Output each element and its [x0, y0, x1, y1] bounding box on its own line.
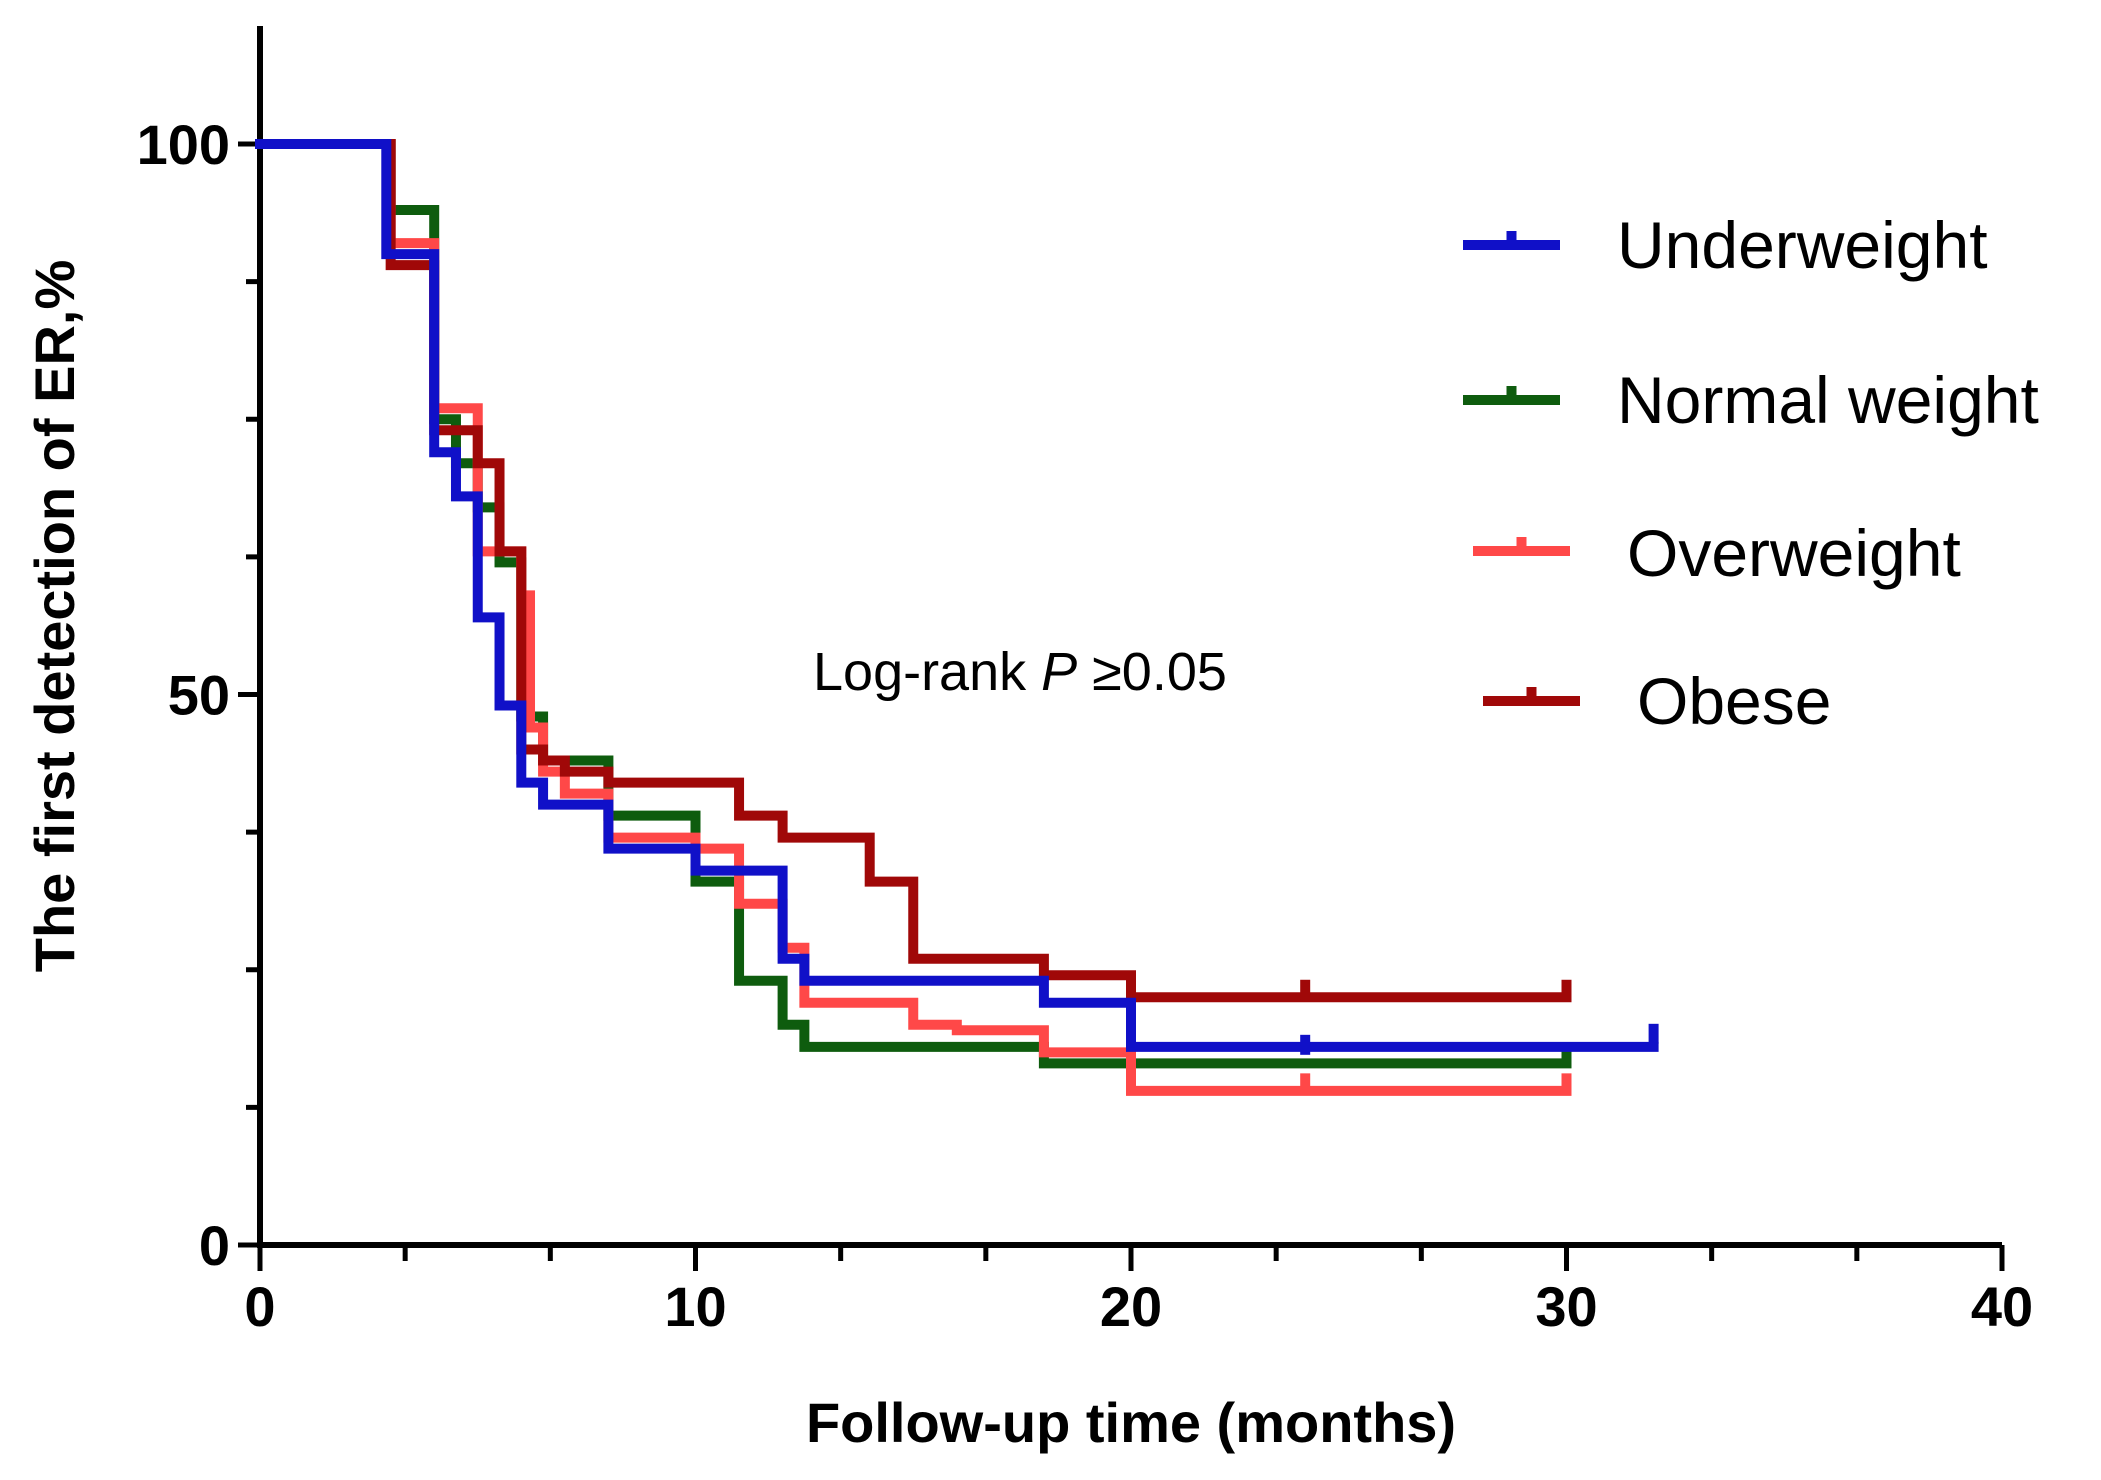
- legend-label-obese: Obese: [1637, 664, 1831, 738]
- series-layer: [255, 139, 1659, 1096]
- y-tick-label: 100: [137, 113, 230, 176]
- y-axis-ticks: 0 50 100: [137, 113, 260, 1277]
- log-rank-annotation: Log-rank P ≥0.05: [813, 642, 1227, 702]
- y-tick-label: 0: [199, 1214, 230, 1277]
- y-tick-label: 50: [168, 664, 230, 727]
- x-tick-label: 40: [1971, 1275, 2033, 1338]
- x-axis-ticks: 0 10 20 30 40: [244, 1245, 2033, 1338]
- x-tick-label: 0: [244, 1275, 275, 1338]
- series-line-normal-weight: [255, 139, 1572, 1069]
- annotation-p: P: [1041, 642, 1077, 702]
- x-tick-label: 30: [1535, 1275, 1597, 1338]
- series-line-underweight: [255, 139, 1659, 1052]
- series-line-overweight: [255, 139, 1572, 1096]
- annotation-prefix: Log-rank: [813, 642, 1041, 702]
- legend-label-underweight: Underweight: [1617, 208, 1988, 282]
- legend-label-overweight: Overweight: [1627, 516, 1961, 590]
- legend: Underweight Normal weight Overweight Obese: [1463, 208, 2039, 738]
- y-axis-title: The first detection of ER,%: [23, 260, 86, 973]
- series-line-obese: [255, 139, 1572, 1003]
- x-axis-title: Follow-up time (months): [806, 1391, 1456, 1454]
- annotation-suffix: ≥0.05: [1077, 642, 1227, 702]
- x-tick-label: 10: [664, 1275, 726, 1338]
- x-tick-label: 20: [1100, 1275, 1162, 1338]
- legend-label-normal-weight: Normal weight: [1617, 363, 2039, 437]
